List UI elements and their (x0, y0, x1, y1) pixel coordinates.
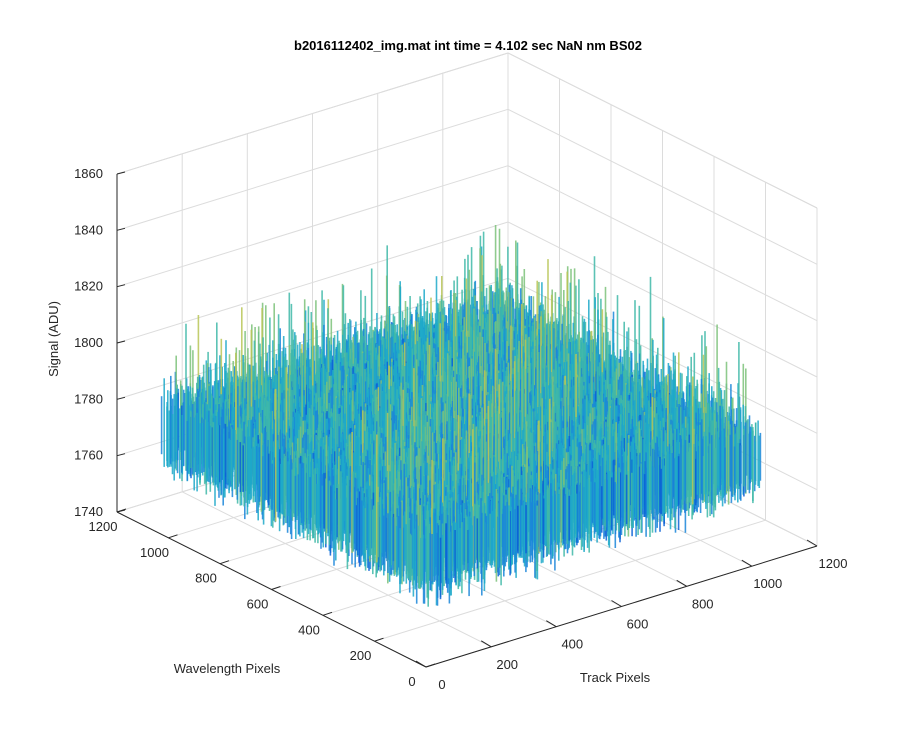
chart-title: b2016112402_img.mat int time = 4.102 sec… (294, 38, 642, 53)
back-wall-gridline (116, 165, 509, 288)
floor-gridline (374, 519, 766, 642)
box-edge (507, 52, 818, 209)
side-wall-gridline (507, 165, 818, 322)
back-wall-gridline (116, 221, 509, 344)
side-wall-gridline (507, 221, 818, 378)
back-wall-gridline (116, 108, 509, 231)
surface-mesh (160, 225, 762, 607)
box-edge (116, 52, 509, 175)
side-wall-gridline (507, 108, 818, 265)
